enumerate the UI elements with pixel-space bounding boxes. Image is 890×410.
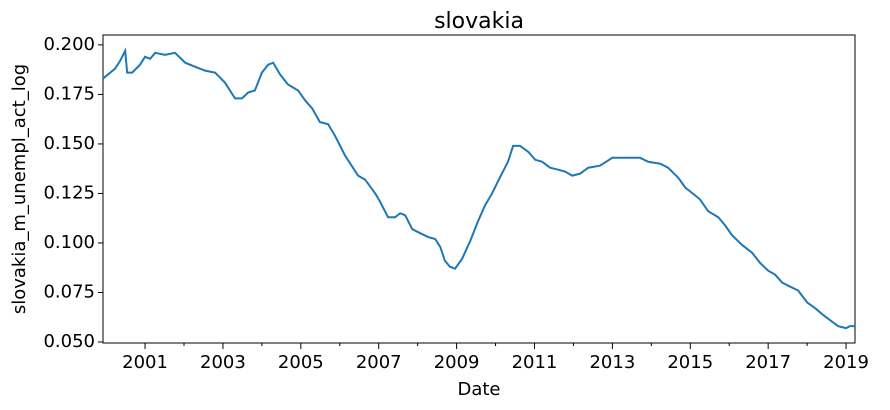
- x-tick-label: 2015: [667, 352, 713, 373]
- x-tick-label: 2007: [356, 352, 402, 373]
- y-tick-label: 0.125: [43, 182, 95, 203]
- chart-title: slovakia: [434, 9, 524, 34]
- x-tick-label: 2005: [278, 352, 324, 373]
- x-axis-label: Date: [457, 379, 500, 400]
- x-tick-label: 2003: [200, 352, 246, 373]
- x-tick-label: 2009: [434, 352, 480, 373]
- data-line: [102, 47, 855, 330]
- x-tick-label: 2011: [512, 352, 558, 373]
- y-tick-label: 0.100: [43, 232, 95, 253]
- y-tick-label: 0.050: [43, 331, 95, 352]
- x-tick-label: 2019: [823, 352, 869, 373]
- y-tick-label: 0.175: [43, 83, 95, 104]
- plot-frame: [102, 34, 856, 344]
- y-tick-label: 0.150: [43, 133, 95, 154]
- y-tick-label: 0.200: [43, 34, 95, 55]
- x-tick-label: 2017: [745, 352, 791, 373]
- y-tick-label: 0.075: [43, 281, 95, 302]
- x-tick-label: 2013: [589, 352, 635, 373]
- y-axis-label: slovakia_m_unempl_act_log: [9, 64, 30, 314]
- x-tick-label: 2001: [122, 352, 168, 373]
